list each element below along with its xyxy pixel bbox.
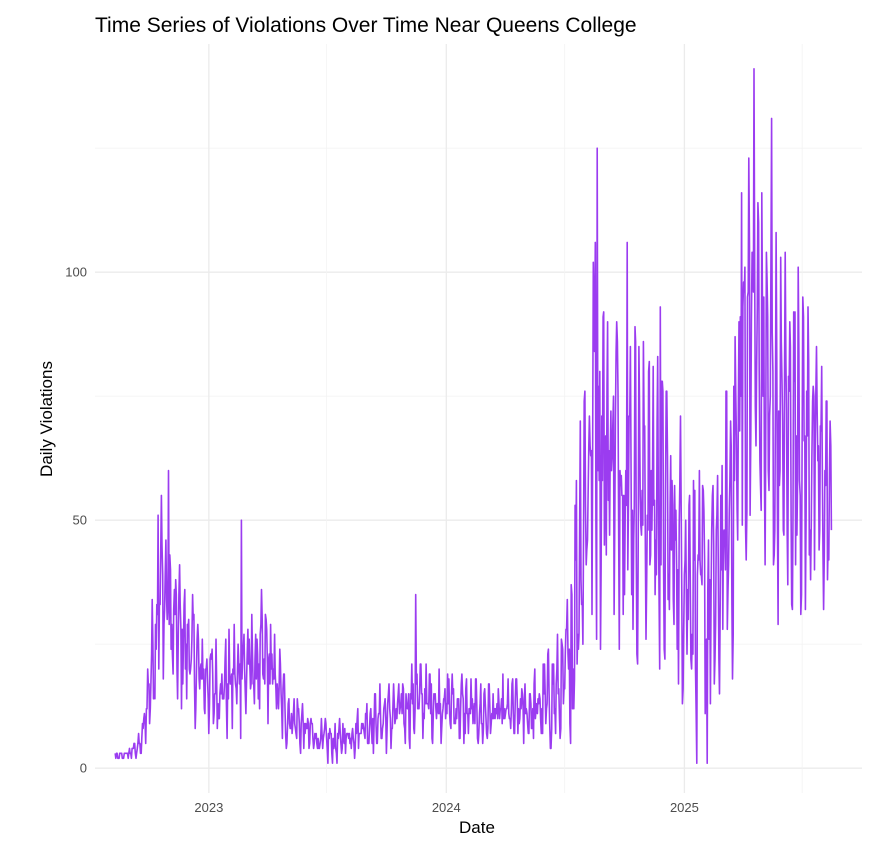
x-axis-title: Date [459,818,495,837]
x-tick-label: 2024 [432,800,461,815]
x-tick-label: 2023 [194,800,223,815]
x-tick-label: 2025 [670,800,699,815]
daily-violations-line [114,68,833,764]
chart-title: Time Series of Violations Over Time Near… [95,14,637,37]
y-tick-label: 0 [80,761,87,776]
axis-ticks: 2023 2024 2025 0 50 100 [65,265,699,815]
y-tick-label: 50 [73,513,87,528]
y-tick-label: 100 [65,265,87,280]
plot-grid [95,44,862,793]
y-axis-title: Daily Violations [37,361,56,477]
